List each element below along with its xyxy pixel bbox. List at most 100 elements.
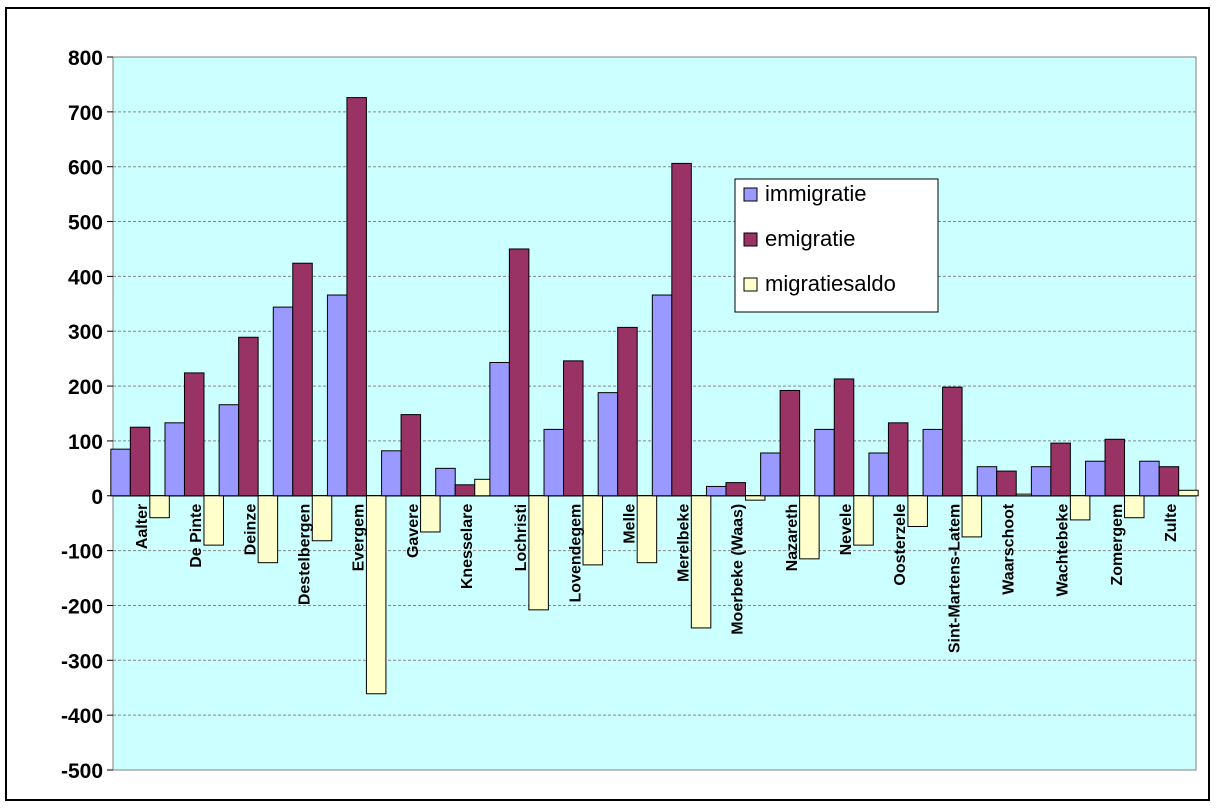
- bar-migratiesaldo-4: [365, 495, 387, 695]
- y-tick-label: 0: [91, 486, 103, 509]
- bar-migratiesaldo-1: [203, 495, 224, 546]
- bar-emigratie-5: [400, 414, 422, 497]
- y-tick-label: 600: [68, 157, 103, 180]
- y-tick-label: 100: [68, 431, 103, 454]
- bar-immigratie-18: [1085, 460, 1106, 497]
- bar-immigratie-6: [435, 467, 456, 497]
- x-category-label: Aalter: [134, 504, 151, 549]
- y-tick-label: 800: [68, 47, 103, 70]
- bar-migratiesaldo-3: [311, 495, 333, 542]
- y-tick-label: 200: [68, 376, 103, 399]
- x-category-label: De Pinte: [188, 504, 205, 568]
- legend-label-immigratie: immigratie: [765, 181, 866, 206]
- bar-emigratie-0: [129, 426, 151, 497]
- x-category-label: Melle: [621, 504, 638, 544]
- bar-immigratie-12: [760, 452, 781, 497]
- legend-label-migratiesaldo: migratiesaldo: [765, 271, 896, 296]
- x-category-label: Zulte: [1163, 504, 1180, 542]
- bar-emigratie-16: [996, 470, 1017, 497]
- bar-emigratie-9: [617, 326, 638, 497]
- bar-migratiesaldo-14: [907, 495, 928, 527]
- bar-migratiesaldo-18: [1124, 495, 1145, 519]
- chart-frame: 800 700 600 500 400 300 200 100 0 -100 -200 -300 -40…: [5, 7, 1210, 801]
- bar-emigratie-3: [292, 262, 313, 497]
- bar-migratiesaldo-15: [961, 495, 983, 538]
- bar-emigratie-6: [454, 484, 476, 497]
- bars: [110, 97, 1199, 695]
- x-category-label: Oosterzele: [892, 504, 909, 586]
- bar-emigratie-1: [183, 372, 205, 497]
- x-axis-category-labels: Aalter De Pinte Deinze Destelbergen Evergem G…: [134, 503, 1180, 653]
- bar-immigratie-14: [868, 452, 889, 497]
- bar-migratiesaldo-2: [257, 495, 279, 564]
- bar-immigratie-9: [597, 392, 619, 497]
- x-category-label: Gavere: [405, 504, 422, 558]
- bar-migratiesaldo-5: [420, 495, 441, 533]
- x-category-label: Nevele: [838, 504, 855, 556]
- bar-migratiesaldo-11: [744, 495, 766, 501]
- x-category-label: Lovendegem: [567, 504, 584, 603]
- legend-box: [734, 178, 939, 313]
- y-tick-label: -100: [61, 541, 103, 564]
- bar-migratiesaldo-10: [690, 495, 712, 629]
- bar-migratiesaldo-17: [1069, 495, 1091, 521]
- y-tick-label: -200: [61, 595, 103, 618]
- x-category-label: Deinze: [242, 504, 259, 556]
- y-tick-label: 400: [68, 266, 103, 289]
- bar-emigratie-19: [1158, 466, 1180, 497]
- x-category-label: Zomergem: [1109, 504, 1126, 586]
- bar-emigratie-18: [1104, 438, 1126, 497]
- bar-emigratie-7: [508, 248, 530, 497]
- bar-immigratie-8: [543, 428, 565, 497]
- bar-chart: 800 700 600 500 400 300 200 100 0 -100 -200 -300 -40…: [61, 47, 1199, 783]
- bar-immigratie-3: [272, 306, 294, 497]
- bar-emigratie-10: [671, 162, 692, 497]
- y-tick-label: -500: [61, 760, 103, 783]
- bar-emigratie-14: [887, 422, 909, 497]
- legend-swatch-emigratie: [743, 232, 758, 247]
- bar-emigratie-13: [833, 378, 855, 497]
- legend-swatch-immigratie: [743, 187, 758, 202]
- bar-immigratie-5: [381, 450, 402, 497]
- bar-emigratie-4: [346, 97, 367, 497]
- legend-swatch-migratiesaldo: [743, 277, 758, 292]
- bar-emigratie-17: [1050, 442, 1071, 497]
- bar-immigratie-17: [1030, 466, 1052, 497]
- bar-emigratie-15: [942, 386, 963, 497]
- bar-migratiesaldo-7: [528, 495, 549, 611]
- bar-immigratie-19: [1139, 460, 1160, 497]
- bar-immigratie-2: [218, 404, 240, 497]
- bar-immigratie-0: [110, 448, 131, 497]
- y-tick-label: 300: [68, 321, 103, 344]
- bar-immigratie-4: [326, 294, 348, 497]
- y-tick-label: 500: [68, 212, 103, 235]
- x-category-label: Knesselare: [459, 504, 476, 589]
- legend: immigratie emigratie migratiesaldo: [734, 178, 939, 313]
- x-category-label: Waarschoot: [1000, 503, 1017, 595]
- bar-emigratie-11: [725, 482, 746, 497]
- x-category-label: Destelbergen: [297, 504, 314, 605]
- bar-emigratie-12: [779, 389, 801, 497]
- x-category-label: Wachtebeke: [1055, 504, 1072, 597]
- bar-migratiesaldo-0: [149, 495, 170, 519]
- y-tick-label: -400: [61, 705, 103, 728]
- x-category-label: Moerbeke (Waas): [730, 504, 747, 635]
- bar-immigratie-15: [922, 428, 944, 497]
- bar-emigratie-8: [563, 360, 584, 497]
- x-category-label: Lochristi: [513, 504, 530, 572]
- bar-immigratie-13: [814, 428, 835, 497]
- bar-migratiesaldo-9: [636, 495, 658, 564]
- x-category-label: Merelbeke: [676, 504, 693, 582]
- bar-migratiesaldo-8: [582, 495, 604, 566]
- x-category-label: Sint-Martens-Latem: [946, 504, 963, 653]
- y-tick-label: -300: [61, 650, 103, 673]
- bar-immigratie-7: [489, 361, 510, 497]
- bar-migratiesaldo-12: [799, 495, 820, 560]
- bar-migratiesaldo-19: [1178, 489, 1199, 497]
- bar-emigratie-2: [238, 336, 259, 497]
- bar-immigratie-1: [164, 422, 185, 497]
- x-category-label: Nazareth: [784, 504, 801, 572]
- bar-migratiesaldo-13: [853, 495, 874, 546]
- y-axis-tick-labels: 800 700 600 500 400 300 200 100 0 -100 -200 -300 -40…: [61, 47, 103, 783]
- bar-immigratie-10: [651, 294, 673, 497]
